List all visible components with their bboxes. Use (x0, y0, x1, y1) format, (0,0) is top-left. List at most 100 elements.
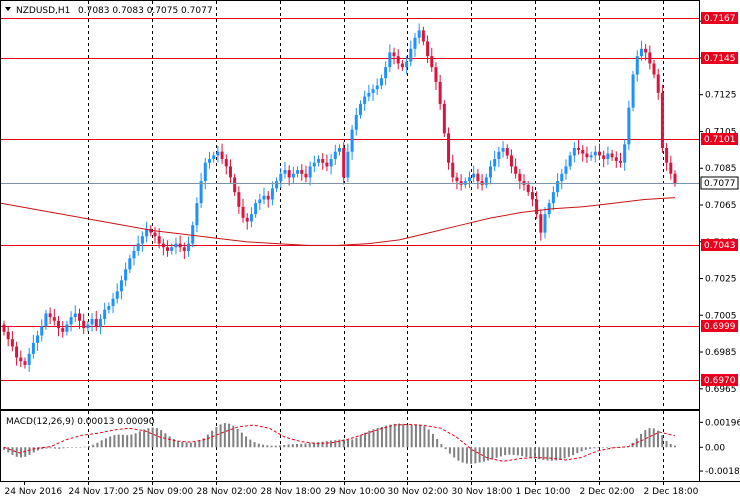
macd-bar (555, 447, 558, 461)
level-label: 0.6999 (704, 322, 736, 332)
candle-bull (627, 107, 631, 145)
symbol-timeframe: NZDUSD,H1 (16, 6, 70, 16)
candle-bull (132, 250, 136, 259)
candle-bear (149, 228, 153, 233)
macd-bar (151, 427, 154, 448)
macd-bar (648, 428, 651, 448)
candle-bear (526, 184, 530, 193)
macd-tick-label: -0.00187 (705, 467, 740, 477)
candle-bear (535, 199, 539, 215)
candle-bull (560, 173, 564, 182)
candle-bear (430, 56, 434, 68)
candle-bear (530, 192, 534, 200)
candle-bear (178, 243, 182, 248)
macd-bar (376, 427, 379, 448)
candle-bull (635, 56, 639, 75)
candle-bull (572, 148, 576, 156)
candle-bear (514, 166, 518, 174)
candle-bull (564, 166, 568, 174)
horizontal-levels[interactable] (1, 18, 699, 381)
candle-bull (384, 67, 388, 79)
candle-bull (107, 306, 111, 310)
macd-bar (228, 423, 231, 448)
macd-tick-label: 0.00 (705, 443, 725, 453)
candle-bull (98, 318, 102, 327)
macd-bar (100, 440, 103, 448)
candle-bear (61, 328, 65, 332)
candle-bull (358, 103, 362, 115)
candle-bear (77, 313, 81, 321)
candle-bear (392, 52, 396, 57)
macd-bar (304, 443, 307, 448)
candle-bull (262, 195, 266, 200)
candle-bull (65, 324, 69, 332)
candle-bear (2, 324, 6, 332)
macd-bar (448, 447, 451, 454)
macd-bar (380, 426, 383, 448)
macd-bar (134, 433, 137, 448)
candle-bull (187, 243, 191, 251)
candle-bull (329, 159, 333, 167)
dropdown-arrow-icon[interactable] (5, 7, 11, 11)
candle-bull (338, 148, 341, 152)
candle-bear (480, 181, 484, 185)
macd-bar (206, 434, 209, 448)
macd-bar (402, 423, 405, 448)
candle-bull (363, 96, 367, 104)
macd-title: MACD(12,26,9) 0.00013 0.00090 (6, 417, 155, 427)
macd-bar (168, 436, 171, 448)
level-label: 0.6970 (704, 376, 736, 386)
macd-bar (346, 439, 349, 448)
macd-bar (185, 442, 188, 448)
level-label-bg (701, 239, 738, 251)
macd-bar (121, 434, 124, 448)
macd-bar (606, 447, 609, 448)
candle-bull (73, 313, 77, 318)
time-tick-label: 30 Nov 18:00 (452, 487, 513, 497)
macd-bar (393, 423, 396, 448)
candle-bear (237, 192, 241, 207)
candle-bull (551, 192, 555, 204)
macd-bar (253, 442, 256, 448)
candle-bull (317, 159, 321, 163)
candle-bull (413, 37, 417, 49)
candle-bear (287, 170, 291, 178)
macd-bar (75, 447, 78, 448)
candle-bear (228, 166, 232, 178)
macd-bar (155, 428, 158, 448)
candle-bull (203, 162, 207, 182)
candle-bear (245, 217, 249, 222)
macd-bar (559, 447, 562, 460)
time-tick-label: 2 Dec 02:00 (580, 487, 635, 497)
candle-bull (31, 342, 35, 354)
macd-bar (410, 424, 413, 448)
candle-bull (36, 335, 40, 343)
candle-bear (157, 236, 161, 244)
candle-bear (602, 155, 606, 160)
macd-bar (181, 441, 184, 448)
candle-bull (371, 89, 375, 93)
candle-bull (493, 159, 497, 167)
price-tick-label: 0.7065 (705, 201, 737, 211)
macd-bar (87, 446, 90, 448)
candle-bull (350, 129, 354, 152)
macd-bar (542, 447, 545, 460)
macd-bar (576, 447, 579, 454)
macd-bar (567, 447, 570, 457)
time-tick-label: 24 Nov 17:00 (69, 487, 130, 497)
candle-bull (296, 170, 300, 174)
last-price-label-bg (700, 176, 739, 190)
macd-bar (223, 423, 226, 448)
last-price-label: 0.7077 (704, 179, 736, 189)
macd-bar (24, 447, 27, 457)
macd-bar (589, 447, 592, 449)
time-tick-label: 25 Nov 09:00 (133, 487, 194, 497)
candle-bear (652, 63, 656, 75)
candle-bear (618, 160, 622, 163)
macd-bar (177, 440, 180, 448)
macd-bar (546, 447, 549, 461)
candle-bull (249, 214, 253, 222)
macd-bar (601, 447, 604, 448)
candle-bear (52, 317, 56, 321)
